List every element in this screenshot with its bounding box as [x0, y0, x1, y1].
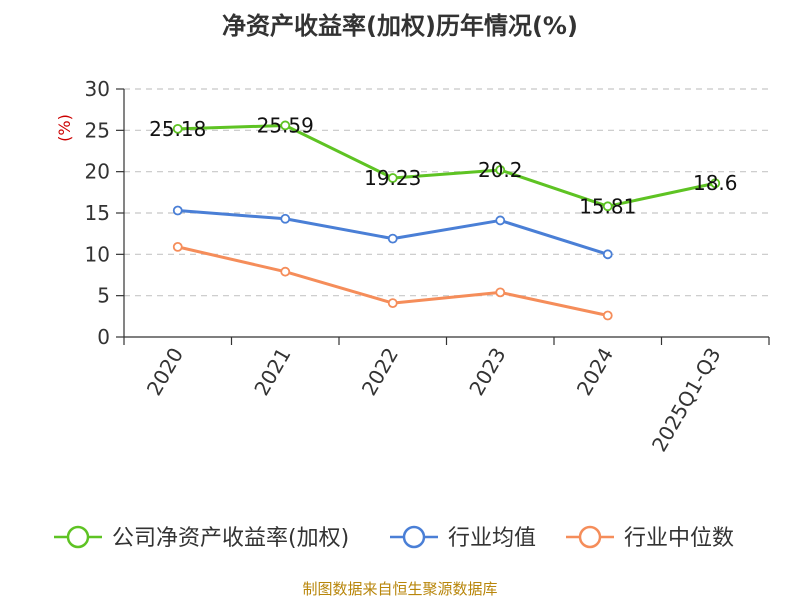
data-point: [710, 178, 721, 189]
series-line: [177, 123, 716, 208]
data-point: [495, 215, 506, 226]
data-point: [280, 266, 291, 277]
data-point: [387, 233, 398, 244]
y-tick-label: 20: [85, 160, 110, 184]
legend-marker: [578, 525, 602, 549]
data-point: [172, 241, 183, 252]
y-tick-label: 25: [85, 118, 110, 142]
series-layer: [172, 120, 721, 321]
data-label: 15.81: [579, 194, 636, 218]
legend-marker: [402, 525, 426, 549]
y-tick-label: 0: [97, 325, 110, 349]
data-point: [172, 205, 183, 216]
data-label: 19.23: [364, 166, 421, 190]
data-point: [172, 123, 183, 134]
legend-item[interactable]: 公司净资产收益率(加权): [54, 525, 349, 551]
data-point: [602, 201, 613, 212]
data-label: 20.2: [478, 158, 523, 182]
y-tick-label: 15: [85, 201, 110, 225]
data-point: [602, 310, 613, 321]
legend-label: 公司净资产收益率(加权): [112, 526, 349, 551]
x-tick-label: 2021: [249, 344, 295, 400]
grid-lines: [124, 88, 769, 297]
data-point: [387, 298, 398, 309]
legend-label: 行业均值: [448, 526, 536, 551]
legend-label: 行业中位数: [624, 526, 734, 551]
data-label: 25.18: [149, 117, 206, 141]
y-tick-label: 5: [97, 284, 110, 308]
data-point: [387, 173, 398, 183]
x-tick-label: 2025Q1-Q3: [647, 344, 726, 456]
data-point: [602, 249, 613, 260]
data-label: 25.59: [257, 113, 314, 137]
data-labels: 25.18 25.59 19.23 20.2 15.81 18.6: [149, 113, 737, 218]
series-line: [177, 209, 609, 256]
legend-marker: [66, 525, 90, 549]
legend-item[interactable]: 行业中位数: [566, 525, 734, 551]
source-note: 制图数据来自恒生聚源数据库: [302, 580, 497, 598]
data-point: [495, 287, 506, 298]
x-tick-label: 2023: [464, 344, 510, 400]
y-tick-label: 10: [85, 242, 110, 266]
chart-title: 净资产收益率(加权)历年情况(%): [222, 12, 578, 40]
x-tick-label: 2024: [572, 344, 618, 400]
data-point: [495, 165, 506, 175]
y-tick-label: 30: [85, 77, 110, 101]
data-point: [280, 120, 291, 131]
legend-item[interactable]: 行业均值: [390, 525, 536, 551]
x-tick-label: 2020: [142, 344, 188, 400]
legend: 公司净资产收益率(加权) 行业均值 行业中位数: [54, 525, 734, 551]
data-label: 18.6: [693, 171, 738, 195]
x-tick-label: 2022: [357, 344, 403, 400]
data-point: [280, 213, 291, 224]
y-axis-label: (%): [55, 114, 74, 142]
